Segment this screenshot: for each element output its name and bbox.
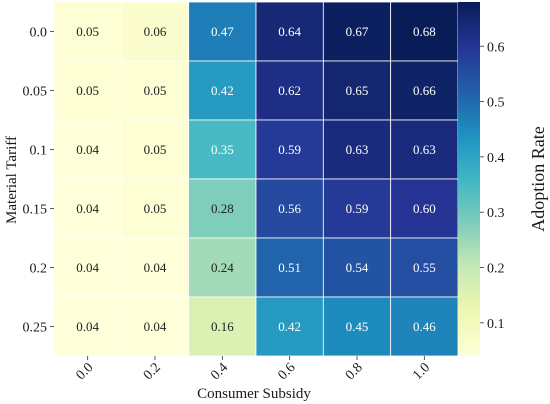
heatmap-cell [120,1,190,62]
heatmap-cell [255,178,324,239]
cell-value-label: 0.05 [144,201,167,216]
colorbar-gradient [458,2,480,356]
heatmap-cell [255,119,324,180]
cell-value-label: 0.56 [278,201,301,216]
colorbar: 0.1 0.2 0.3 0.4 0.5 0.6 [458,2,505,356]
heatmap-cells: 0.05 0.06 0.47 0.64 0.67 0.68 0.05 0.05 0.42 0.62… [53,1,459,357]
cell-value-label: 0.63 [413,142,436,157]
x-tick-label: 0.8 [343,360,366,383]
cell-value-label: 0.28 [211,201,234,216]
y-axis-title: Material Tariff [4,136,20,224]
cell-value-label: 0.16 [211,319,234,334]
heatmap-cell [255,237,324,298]
heatmap-cell [53,1,122,62]
cell-value-label: 0.54 [346,260,369,275]
heatmap-cell [322,178,392,239]
cell-value-label: 0.65 [346,83,369,98]
cell-value-label: 0.51 [278,260,301,275]
x-tick-label: 0.0 [74,360,97,383]
x-tick-label: 0.6 [276,360,299,383]
cell-value-label: 0.59 [346,201,369,216]
x-tick-label: 0.4 [208,360,231,383]
heatmap-cell [255,60,324,121]
colorbar-tick-label: 0.1 [487,317,505,332]
colorbar-ticks: 0.1 0.2 0.3 0.4 0.5 0.6 [480,40,505,332]
cell-value-label: 0.06 [144,24,167,39]
cell-value-label: 0.55 [413,260,436,275]
heatmap-cell [53,178,122,239]
heatmap-cell [188,1,257,62]
cell-value-label: 0.04 [144,260,167,275]
cell-value-label: 0.05 [144,83,167,98]
heatmap-cell [390,60,459,121]
colorbar-tick-label: 0.5 [487,96,505,111]
y-tick-label: 0.05 [23,85,48,100]
y-tick-label: 0.0 [30,26,48,41]
cell-value-label: 0.45 [346,319,369,334]
colorbar-tick-label: 0.6 [487,40,505,55]
y-tick-label: 0.2 [30,262,48,277]
heatmap-cell [322,119,392,180]
x-axis-title: Consumer Subsidy [197,386,311,402]
cell-value-label: 0.24 [211,260,234,275]
cell-value-label: 0.63 [346,142,369,157]
cell-value-label: 0.35 [211,142,234,157]
y-axis-ticks: 0.0 0.05 0.1 0.15 0.2 0.25 [23,26,54,336]
cell-value-label: 0.42 [211,83,234,98]
heatmap-cell [322,1,392,62]
cell-value-label: 0.04 [144,319,167,334]
cell-value-label: 0.04 [76,142,99,157]
cell-value-label: 0.67 [346,24,369,39]
cell-value-label: 0.62 [278,83,301,98]
heatmap-cell [188,237,257,298]
heatmap-cell [53,237,122,298]
heatmap-cell [322,296,392,357]
cell-value-label: 0.42 [278,319,301,334]
heatmap-cell [390,1,459,62]
heatmap-cell [53,296,122,357]
cell-value-label: 0.05 [76,83,99,98]
colorbar-tick-label: 0.3 [487,206,505,221]
heatmap-cell [120,119,190,180]
colorbar-tick-label: 0.2 [487,262,505,277]
heatmap-cell [322,237,392,298]
heatmap-cell [53,119,122,180]
cell-value-label: 0.46 [413,319,436,334]
heatmap-cell [120,178,190,239]
y-tick-label: 0.25 [23,321,48,336]
cell-value-label: 0.04 [76,319,99,334]
cell-value-label: 0.66 [413,83,436,98]
x-tick-label: 1.0 [410,360,433,383]
cell-value-label: 0.04 [76,201,99,216]
colorbar-tick-label: 0.4 [487,151,505,166]
cell-value-label: 0.04 [76,260,99,275]
cell-value-label: 0.64 [278,24,301,39]
heatmap-cell [120,60,190,121]
cell-value-label: 0.05 [144,142,167,157]
cell-value-label: 0.68 [413,24,436,39]
heatmap-cell [255,1,324,62]
cell-value-label: 0.47 [211,24,234,39]
colorbar-title: Adoption Rate [528,126,548,232]
cell-value-label: 0.60 [413,201,436,216]
y-tick-label: 0.1 [30,144,48,159]
heatmap-cell [390,296,459,357]
heatmap-cell [390,119,459,180]
x-axis-ticks: 0.0 0.2 0.4 0.6 0.8 1.0 [74,356,433,383]
y-tick-label: 0.15 [23,203,48,218]
cell-value-label: 0.59 [278,142,301,157]
heatmap-cell [188,178,257,239]
x-tick-label: 0.2 [141,360,164,383]
cell-value-label: 0.05 [76,24,99,39]
